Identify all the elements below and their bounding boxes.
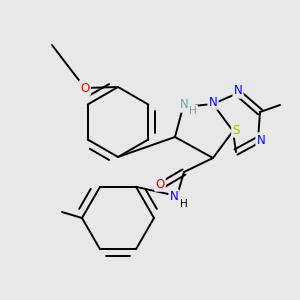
Text: O: O xyxy=(155,178,165,190)
Text: O: O xyxy=(80,82,90,94)
Text: H: H xyxy=(180,199,188,209)
Text: S: S xyxy=(232,124,240,136)
Text: N: N xyxy=(208,95,217,109)
Text: N: N xyxy=(169,190,178,203)
Text: O: O xyxy=(80,82,90,94)
Text: N: N xyxy=(256,134,266,146)
Text: N: N xyxy=(234,85,242,98)
Text: H: H xyxy=(189,106,197,116)
Text: N: N xyxy=(180,98,188,112)
